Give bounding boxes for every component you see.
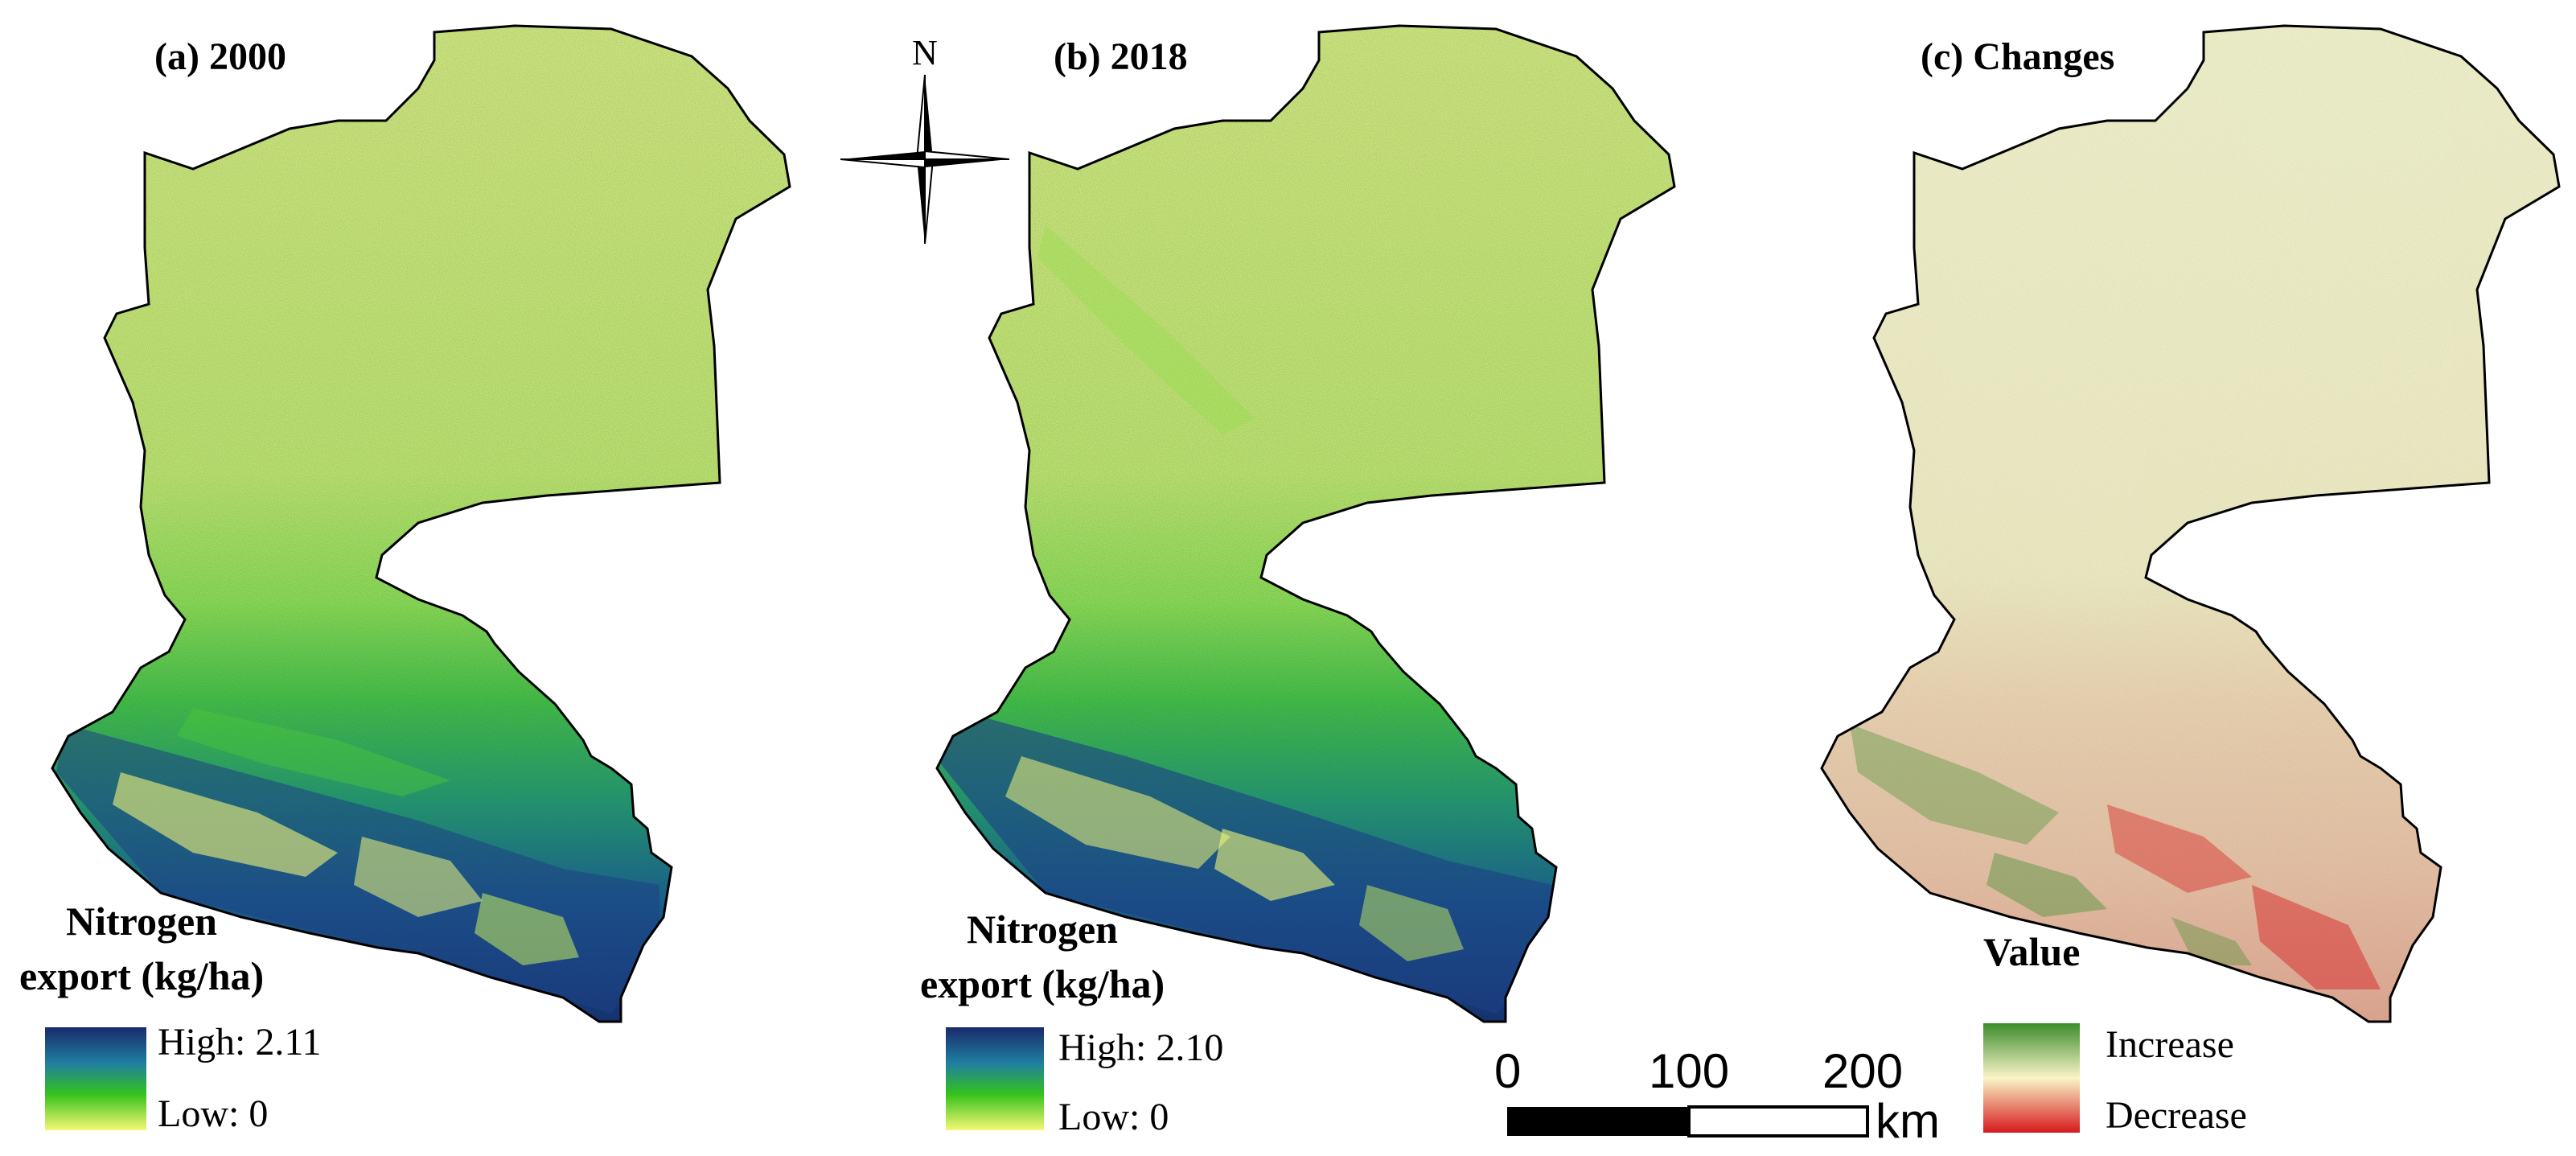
panel-a-map — [51, 24, 791, 1023]
legend-b-title-line2: export (kg/ha) — [920, 961, 1165, 1006]
panel-b-title: (b) 2018 — [1054, 35, 1188, 78]
compass-icon — [840, 74, 1010, 245]
legend-b-color-ramp — [946, 1027, 1044, 1130]
scale-bar: 0 100 200 km — [1494, 1044, 1940, 1148]
panel-c-map — [1820, 24, 2561, 1023]
panel-b-map — [935, 24, 1676, 1023]
legend-c-decrease-label: Decrease — [2106, 1094, 2247, 1137]
legend-a-title-line2: export (kg/ha) — [19, 953, 264, 998]
scale-tick-200: 200 — [1822, 1044, 1903, 1098]
scale-bar-black-segment — [1507, 1107, 1689, 1136]
north-arrow-label: N — [912, 33, 938, 72]
panel-a: (a) 2000 Nitrogen export (kg/ha) High: 2… — [19, 24, 791, 1135]
scale-tick-100: 100 — [1649, 1044, 1729, 1098]
panel-c-title: (c) Changes — [1921, 35, 2114, 78]
legend-b-title-line1: Nitrogen — [967, 907, 1118, 952]
panel-c: (c) Changes Value Increase Decrease — [1820, 24, 2561, 1137]
legend-b-low-label: Low: 0 — [1058, 1096, 1169, 1138]
scale-unit: km — [1876, 1094, 1940, 1148]
legend-a-title-line1: Nitrogen — [66, 899, 217, 944]
north-arrow: N — [840, 33, 1010, 245]
panel-c-legend: Value Increase Decrease — [1983, 929, 2247, 1137]
legend-a-high-label: High: 2.11 — [158, 1021, 322, 1063]
legend-b-high-label: High: 2.10 — [1058, 1026, 1223, 1069]
panel-a-legend: Nitrogen export (kg/ha) High: 2.11 Low: … — [19, 899, 322, 1135]
scale-tick-0: 0 — [1494, 1044, 1521, 1098]
panel-a-title: (a) 2000 — [154, 35, 286, 78]
legend-c-color-ramp — [1983, 1023, 2080, 1133]
scale-bar-white-segment — [1687, 1105, 1869, 1137]
legend-a-low-label: Low: 0 — [158, 1092, 268, 1135]
panel-b-legend: Nitrogen export (kg/ha) High: 2.10 Low: … — [920, 907, 1223, 1138]
panel-b: (b) 2018 Nitrogen export (kg/ha) High: 2… — [920, 24, 1676, 1138]
legend-c-title: Value — [1983, 929, 2080, 974]
legend-c-increase-label: Increase — [2106, 1023, 2234, 1066]
legend-a-color-ramp — [45, 1027, 146, 1130]
